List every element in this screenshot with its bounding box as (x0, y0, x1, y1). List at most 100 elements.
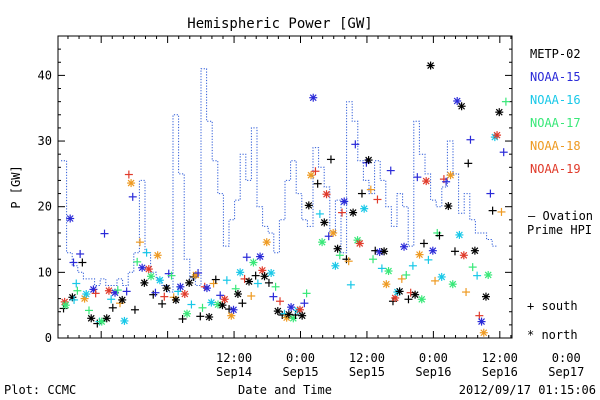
north-point (495, 108, 504, 117)
south-point (178, 314, 187, 323)
south-point (158, 299, 167, 308)
south-point (251, 271, 260, 280)
point-stroke (230, 306, 237, 314)
south-point (408, 261, 417, 270)
north-point (446, 171, 455, 180)
north-point (207, 298, 216, 307)
north-point (120, 316, 129, 325)
north-point (176, 282, 185, 291)
north-point (202, 284, 211, 293)
north-point (104, 286, 113, 295)
north-point (349, 208, 358, 217)
x-tick-date-label: Sep15 (282, 365, 318, 379)
point-stroke (298, 312, 306, 320)
south-point (151, 288, 160, 297)
south-point (135, 238, 144, 247)
south-point (450, 247, 459, 256)
point-stroke (111, 289, 119, 297)
north-point (185, 278, 194, 287)
south-point (271, 282, 280, 291)
point-stroke (493, 131, 501, 139)
north-point (455, 230, 464, 239)
x-tick-date-label: Sep17 (548, 365, 584, 379)
point-stroke (154, 251, 162, 259)
north-point (258, 266, 267, 275)
south-point (222, 276, 231, 285)
legend-entry: NOAA-16 (530, 93, 581, 107)
north-point (331, 261, 340, 270)
legend-entry: NOAA-19 (530, 162, 581, 176)
point-stroke (285, 310, 293, 318)
north-point (477, 317, 486, 326)
marker-legend-entry: + south (527, 299, 578, 313)
legend-entry: NOAA-17 (530, 116, 581, 130)
point-stroke (416, 251, 423, 259)
point-stroke (449, 280, 457, 288)
point-stroke (183, 310, 191, 318)
south-point (366, 185, 375, 194)
north-point (256, 252, 265, 261)
south-point (247, 291, 256, 300)
north-point (391, 293, 400, 302)
south-point (413, 173, 422, 182)
point-stroke (331, 262, 339, 270)
north-point (87, 314, 96, 323)
ovation-legend-label-2: Prime HPI (527, 223, 592, 237)
point-stroke (236, 268, 244, 276)
point-stroke (329, 229, 337, 237)
north-point (260, 272, 269, 281)
south-point (419, 239, 428, 248)
north-point (183, 309, 192, 318)
point-stroke (68, 293, 76, 301)
north-point (493, 131, 502, 140)
north-point (415, 250, 424, 259)
plot-frame (57, 35, 513, 339)
south-point (160, 292, 169, 301)
south-point (240, 274, 249, 283)
south-point (69, 258, 78, 267)
north-point (457, 102, 466, 111)
south-point (351, 140, 360, 149)
chart-title: Hemispheric Power [GW] (187, 16, 372, 32)
north-point (320, 218, 329, 227)
north-point (127, 179, 136, 188)
point-stroke (349, 209, 357, 217)
point-stroke (207, 299, 215, 306)
y-tick-label: 40 (38, 68, 52, 82)
x-tick-date-label: Sep16 (482, 365, 518, 379)
south-point (435, 231, 444, 240)
south-point (499, 148, 508, 157)
north-point (220, 295, 229, 304)
south-point (397, 274, 406, 283)
south-point (442, 177, 451, 186)
point-stroke (66, 215, 74, 222)
south-point (85, 306, 94, 315)
south-point (70, 295, 79, 304)
north-point (329, 228, 338, 237)
point-stroke (245, 278, 253, 285)
y-tick-label: 10 (38, 265, 52, 279)
satellite-points (59, 61, 510, 337)
north-point (229, 305, 238, 314)
north-point (364, 156, 373, 165)
north-point (470, 246, 479, 255)
south-point (122, 287, 131, 296)
point-stroke (121, 317, 128, 325)
legend-entry: METP-02 (530, 47, 581, 61)
north-point (304, 201, 313, 210)
point-stroke (365, 156, 373, 164)
south-point (431, 276, 440, 285)
ovation-legend-label: — Ovation (528, 209, 593, 223)
point-stroke (484, 271, 492, 279)
point-stroke (309, 94, 317, 102)
point-stroke (140, 279, 148, 287)
point-stroke (263, 238, 271, 246)
point-stroke (90, 285, 97, 293)
point-stroke (98, 318, 106, 326)
point-stroke (261, 272, 268, 280)
point-stroke (250, 259, 257, 266)
north-point (262, 238, 271, 247)
south-point (462, 288, 471, 297)
point-stroke (340, 198, 348, 205)
south-point (167, 271, 176, 280)
